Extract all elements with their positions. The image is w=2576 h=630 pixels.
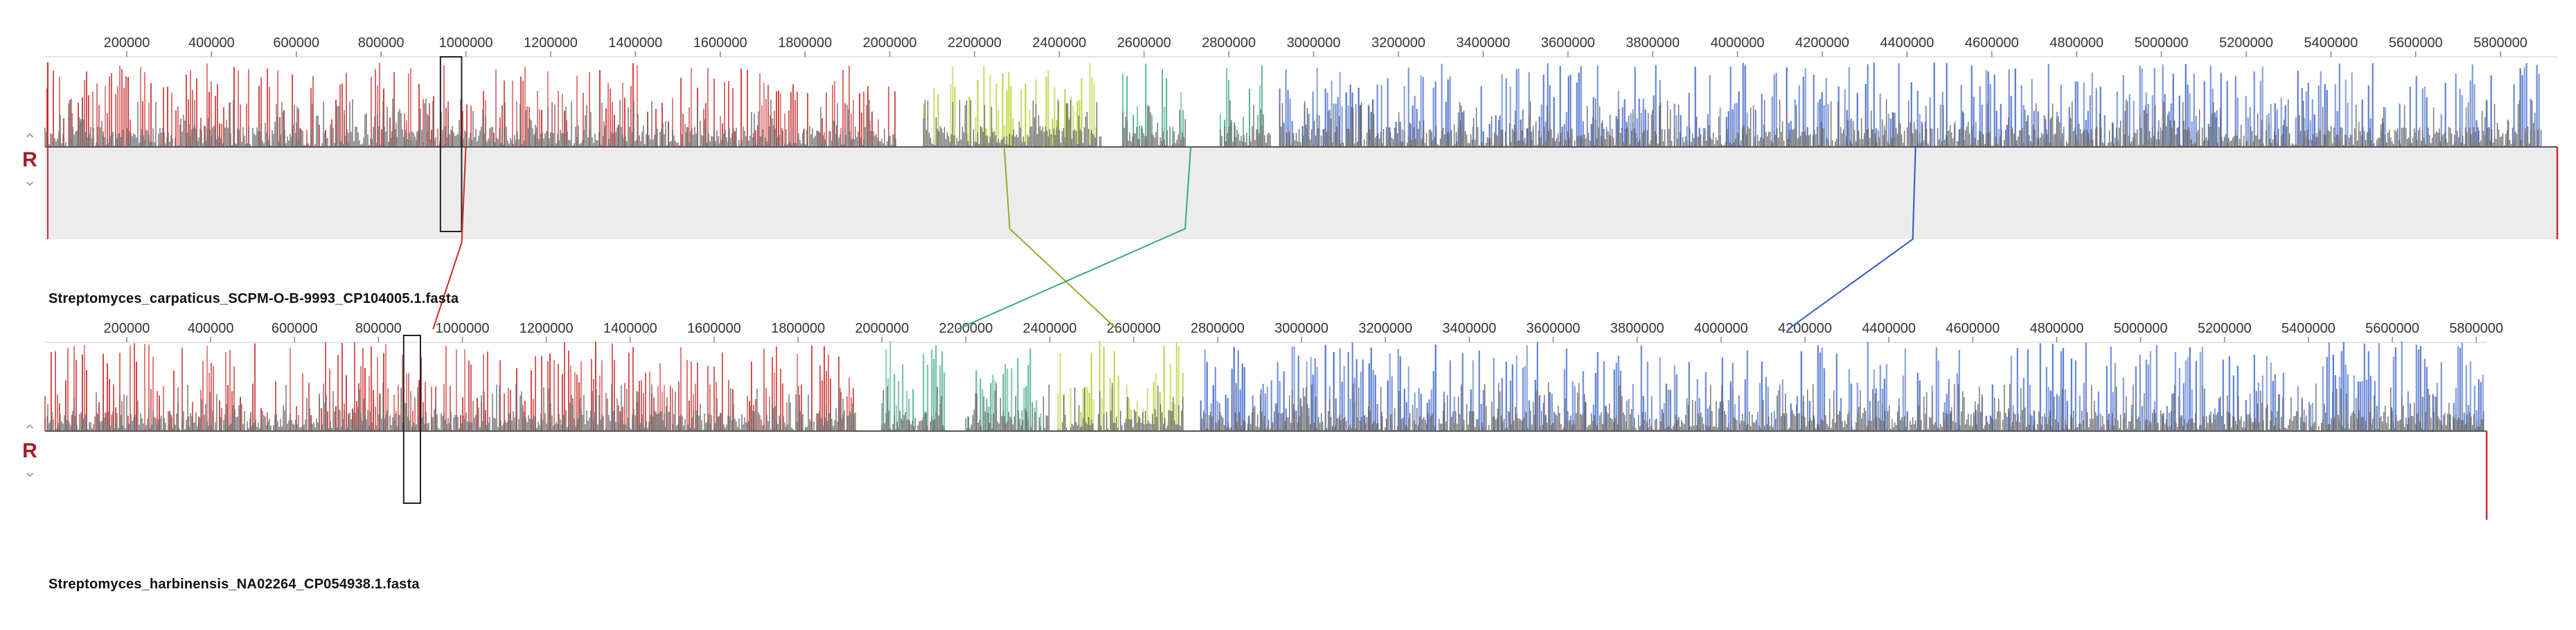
lcb-connection-line	[957, 146, 1192, 330]
axis-tick-label: 400000	[188, 321, 234, 336]
axis-tick-label: 4000000	[1711, 35, 1765, 51]
axis-tick-label: 2600000	[1117, 35, 1171, 51]
track2-side-controls: ⌃ R ⌄	[12, 423, 47, 480]
selection-box[interactable]	[439, 56, 463, 232]
axis-tick-label: 600000	[273, 35, 319, 51]
similarity-profile	[1220, 100, 1271, 147]
similarity-profile	[923, 99, 1102, 147]
axis-tick-label: 200000	[104, 35, 150, 51]
lcb-block[interactable]	[44, 342, 856, 431]
lcb-block[interactable]	[1219, 65, 1271, 147]
axis-tick-label: 4200000	[1795, 35, 1849, 51]
axis-tick-label: 2400000	[1023, 321, 1077, 336]
lcb-connection-line	[1788, 146, 1917, 330]
genome-track-1: 200000 400000 600000 800000 1000000 1200000 14…	[44, 35, 2559, 239]
axis-tick-label: 5200000	[2219, 35, 2273, 51]
axis-tick-label: 1200000	[524, 35, 578, 51]
axis-tick-label: 600000	[272, 321, 318, 336]
track2-filename: Streptomyces_harbinensis_NA02264_CP05493…	[48, 577, 420, 592]
axis-tick-label: 1000000	[439, 35, 493, 51]
axis-tick-label: 1000000	[436, 321, 490, 336]
axis-tick-label: 2600000	[1107, 321, 1161, 336]
axis-tick-label: 1800000	[771, 321, 825, 336]
axis-tick-label: 3800000	[1610, 321, 1664, 336]
lcb-connection-line	[1003, 146, 1118, 330]
axis-tick-label: 3000000	[1274, 321, 1329, 336]
axis-tick-label: 800000	[355, 321, 402, 336]
axis-tick-label: 5800000	[2449, 321, 2503, 336]
axis-tick-label: 4400000	[1880, 35, 1934, 51]
axis-tick-label: 5000000	[2134, 35, 2188, 51]
axis-tick-label: 5600000	[2365, 321, 2419, 336]
genome-track-2: 200000 400000 600000 800000 1000000 1200000 14…	[44, 321, 2503, 520]
axis-tick-label: 3600000	[1526, 321, 1580, 336]
axis-tick-label: 2400000	[1032, 35, 1086, 51]
axis-tick-label: 5400000	[2282, 321, 2336, 336]
lcb-block[interactable]	[44, 62, 897, 147]
collapse-up-icon[interactable]: ⌃	[22, 130, 37, 150]
axis-tick-label: 4800000	[2029, 321, 2084, 336]
axis-tick-label: 3400000	[1456, 35, 1510, 51]
axis-tick-label: 1800000	[778, 35, 832, 51]
selection-box[interactable]	[402, 335, 421, 504]
axis-tick-label: 5200000	[2198, 321, 2252, 336]
axis-tick-label: 1400000	[603, 321, 657, 336]
axis-tick-label: 2800000	[1191, 321, 1245, 336]
lcb-block[interactable]	[881, 341, 945, 431]
axis-tick-label: 4600000	[1946, 321, 2000, 336]
axis-tick-label: 4600000	[1965, 35, 2019, 51]
axis-tick-label: 3800000	[1626, 35, 1680, 51]
reverse-label[interactable]: R	[22, 148, 37, 171]
track1-filename: Streptomyces_carpaticus_SCPM-O-B-9993_CP…	[48, 291, 459, 306]
lcb-block[interactable]	[923, 63, 1102, 147]
collapse-up-icon[interactable]: ⌃	[22, 421, 37, 441]
track-background	[45, 147, 2557, 239]
axis-tick-label: 5000000	[2113, 321, 2167, 336]
axis-tick-label: 1600000	[693, 35, 747, 51]
lcb-block[interactable]	[1200, 341, 2485, 431]
axis-tick-label: 5600000	[2389, 35, 2443, 51]
axis-tick-label: 2000000	[855, 321, 909, 336]
axis-tick-label: 800000	[358, 35, 405, 51]
axis-tick-label: 3200000	[1371, 35, 1425, 51]
axis-tick-label: 2200000	[939, 321, 993, 336]
similarity-profile	[1122, 105, 1186, 147]
expand-down-icon[interactable]: ⌄	[22, 462, 37, 481]
axis-tick-label: 4800000	[2050, 35, 2104, 51]
similarity-profile	[1200, 383, 2485, 431]
axis-tick-label: 3200000	[1358, 321, 1412, 336]
similarity-profile	[1058, 383, 1184, 431]
axis-tick-label: 2200000	[948, 35, 1002, 51]
axis-tick-label: 400000	[188, 35, 235, 51]
axis-tick-label: 4400000	[1862, 321, 1916, 336]
axis-tick-label: 5400000	[2304, 35, 2358, 51]
reverse-label[interactable]: R	[22, 439, 37, 462]
axis-tick-label: 1600000	[687, 321, 741, 336]
lcb-block[interactable]	[1279, 62, 2543, 147]
axis-tick-label: 3400000	[1442, 321, 1496, 336]
expand-down-icon[interactable]: ⌄	[22, 170, 37, 190]
lcb-block[interactable]	[1122, 64, 1186, 147]
axis-tick-label: 1200000	[519, 321, 574, 336]
axis-tick-label: 1400000	[608, 35, 662, 51]
axis-tick-label: 2000000	[863, 35, 917, 51]
axis-tick-label: 5800000	[2473, 35, 2528, 51]
lcb-block[interactable]	[1057, 341, 1184, 431]
axis-tick-label: 3600000	[1541, 35, 1595, 51]
axis-tick-label: 3000000	[1287, 35, 1341, 51]
axis-tick-label: 4200000	[1778, 321, 1832, 336]
lcb-connection-line	[432, 146, 467, 330]
track1-side-controls: ⌃ R ⌄	[12, 132, 47, 189]
axis-tick-label: 200000	[104, 321, 150, 336]
axis-tick-label: 2800000	[1202, 35, 1256, 51]
axis-tick-label: 4000000	[1694, 321, 1748, 336]
similarity-profile	[965, 383, 1050, 431]
lcb-block[interactable]	[965, 348, 1050, 431]
